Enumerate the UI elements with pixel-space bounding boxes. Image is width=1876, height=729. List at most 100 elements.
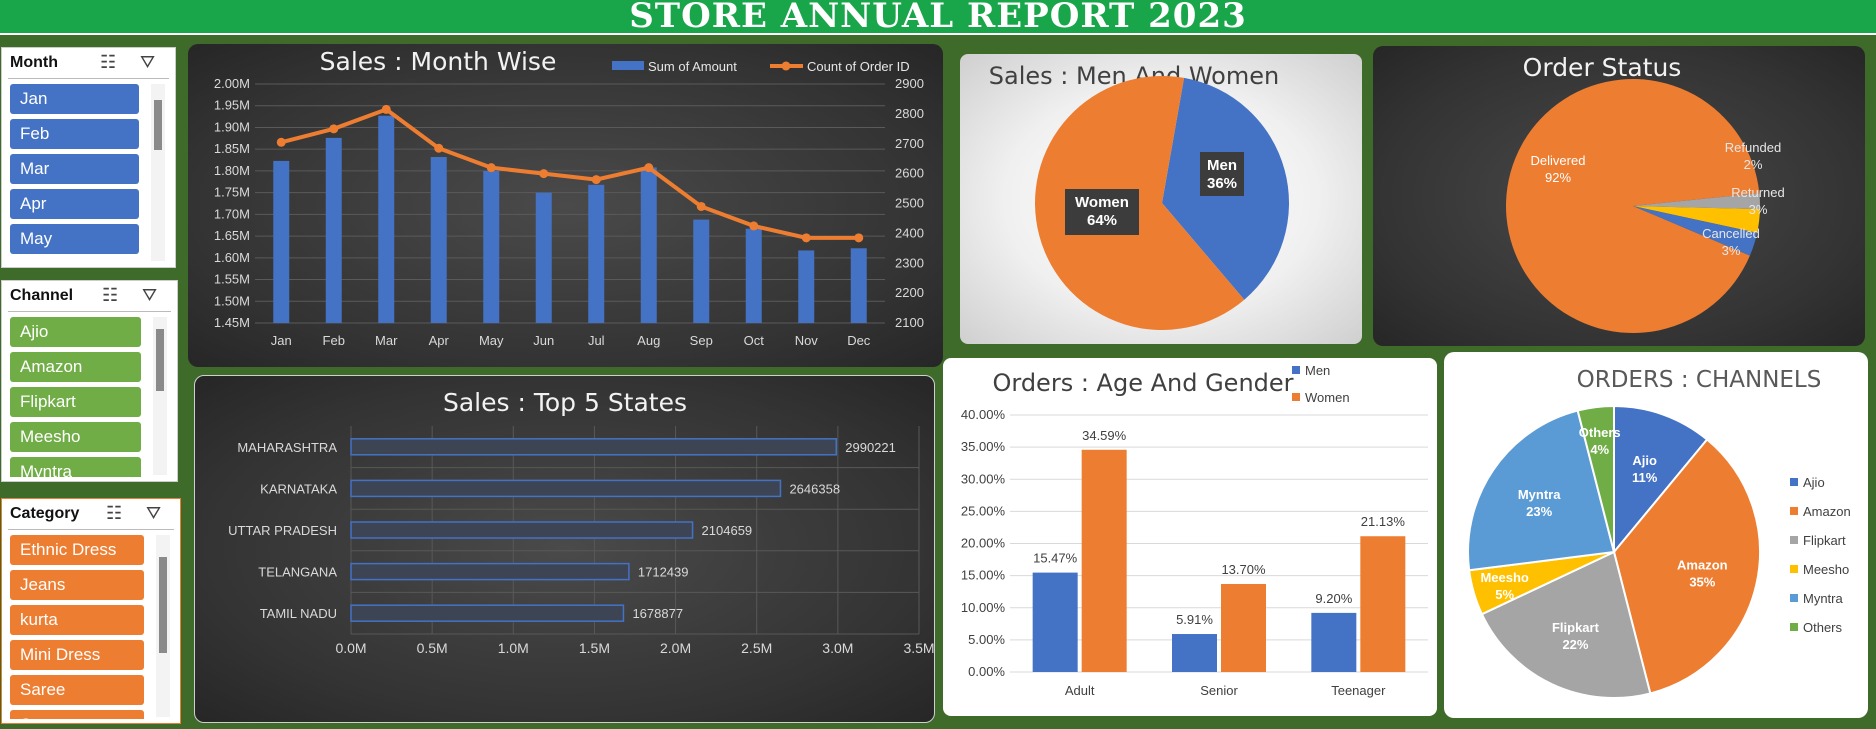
- scroll-thumb[interactable]: [159, 557, 167, 653]
- pie-slice: [1613, 404, 1709, 555]
- bar: [850, 248, 867, 323]
- bar: [350, 562, 630, 581]
- slicer-item[interactable]: Apr: [10, 189, 139, 219]
- y2-tick-label: 2900: [895, 76, 924, 91]
- pie-slice: [1480, 550, 1652, 699]
- y-tick-label: 1.55M: [214, 272, 250, 287]
- bar: [798, 250, 815, 323]
- slicer-item[interactable]: May: [10, 224, 139, 254]
- line-point: [801, 233, 811, 243]
- clear-filter-icon[interactable]: ⛛: [142, 285, 158, 305]
- slicer-item[interactable]: Set: [10, 710, 144, 719]
- data-label: 1678877: [632, 606, 683, 621]
- data-label-name: Delivered: [1531, 153, 1586, 168]
- slicer-item[interactable]: Amazon: [10, 352, 141, 382]
- slicer-item[interactable]: Ajio: [10, 317, 141, 347]
- scrollbar[interactable]: [156, 535, 170, 717]
- chart-title: Order Status: [1523, 53, 1682, 82]
- legend-swatch: [1790, 536, 1798, 544]
- multi-select-icon[interactable]: ☷: [102, 285, 119, 305]
- chart-title: Sales : Top 5 States: [443, 388, 687, 417]
- y2-tick-label: 2500: [895, 196, 924, 211]
- x-tick-label: 1.5M: [579, 640, 610, 656]
- data-label-name: Amazon: [1677, 558, 1728, 573]
- states-chart-panel: Sales : Top 5 States 0.0M 0.5M 1.0M 1.5M 2.0M…: [194, 375, 935, 723]
- slicer-item[interactable]: Feb: [10, 119, 139, 149]
- data-label-name: Ajio: [1632, 453, 1657, 468]
- multi-select-icon[interactable]: ☷: [100, 52, 117, 72]
- bar: [1311, 612, 1357, 672]
- channels-chart-panel: ORDERS : CHANNELS Ajio 11% Amazon 35% Flipkar…: [1444, 352, 1868, 718]
- line-point: [539, 169, 549, 179]
- x-tick-label: 1.0M: [498, 640, 529, 656]
- y2-tick-label: 2200: [895, 285, 924, 300]
- bar: [325, 137, 342, 323]
- category-slicer[interactable]: Category ☷ ⛛ Ethnic Dress Jeans kurta Mini …: [1, 498, 181, 724]
- slicer-item[interactable]: Flipkart: [10, 387, 141, 417]
- slicer-item[interactable]: Ethnic Dress: [10, 535, 144, 565]
- slicer-item[interactable]: Myntra: [10, 457, 141, 477]
- data-label: 5.91%: [1176, 612, 1213, 627]
- bar: [693, 219, 710, 323]
- x-tick-label: Nov: [795, 333, 819, 348]
- slicer-list: Ethnic Dress Jeans kurta Mini Dress Saree Set: [10, 535, 144, 719]
- slicer-item[interactable]: kurta: [10, 605, 144, 635]
- scroll-thumb[interactable]: [154, 100, 162, 150]
- scrollbar[interactable]: [153, 317, 167, 475]
- data-label-name: Flipkart: [1552, 620, 1600, 635]
- slicer-item[interactable]: Mar: [10, 154, 139, 184]
- y-tick-label: 1.75M: [214, 185, 250, 200]
- y-tick-label: 1.95M: [214, 98, 250, 113]
- slicer-item[interactable]: Jan: [10, 84, 139, 114]
- month-slicer[interactable]: Month ☷ ⛛ Jan Feb Mar Apr May: [1, 47, 176, 268]
- slicer-divider: [8, 529, 174, 530]
- series-line: [280, 107, 859, 240]
- bar: [350, 604, 625, 622]
- line-point: [644, 163, 654, 173]
- x-tick-label: Adult: [1065, 683, 1095, 698]
- x-tick-label: Aug: [637, 333, 660, 348]
- slicer-item[interactable]: Saree: [10, 675, 144, 705]
- y2-tick-label: 2600: [895, 166, 924, 181]
- y-tick-label: 1.90M: [214, 119, 250, 134]
- data-label-name: Myntra: [1518, 487, 1561, 502]
- multi-select-icon[interactable]: ☷: [106, 503, 123, 523]
- bar: [1221, 583, 1266, 672]
- pie-slice: [1506, 78, 1760, 333]
- x-tick-label: Oct: [744, 333, 765, 348]
- bar: [430, 157, 447, 323]
- data-label-name: Refunded: [1725, 140, 1781, 155]
- data-label: 34.59%: [1082, 428, 1127, 443]
- slicer-item[interactable]: Jeans: [10, 570, 144, 600]
- y2-tick-label: 2300: [895, 255, 924, 270]
- month-chart: Sales : Month Wise 2.00M 1.95M 1.90M 1.85M 1.…: [214, 47, 924, 348]
- data-label: 21.13%: [1361, 514, 1406, 529]
- data-label-value: 11%: [1632, 470, 1658, 485]
- line-point: [486, 163, 496, 173]
- y-tick-label: 25.00%: [961, 503, 1006, 518]
- status-chart-panel: Order Status Delivered 92% Refunded 2% Return…: [1373, 46, 1865, 346]
- legend-swatch: [1790, 478, 1798, 486]
- data-label-value: 35%: [1689, 575, 1715, 590]
- bar: [378, 115, 395, 323]
- gender-chart-panel: Sales : Men And Women Men 36% Women 64%: [960, 54, 1362, 344]
- pie-slice: [1576, 404, 1615, 553]
- y-tick-label: 5.00%: [968, 632, 1005, 647]
- x-tick-label: 3.0M: [822, 640, 853, 656]
- clear-filter-icon[interactable]: ⛛: [146, 503, 162, 523]
- scroll-thumb[interactable]: [156, 329, 164, 391]
- slicer-item[interactable]: Meesho: [10, 422, 141, 452]
- clear-filter-icon[interactable]: ⛛: [140, 52, 156, 72]
- data-label: 15.47%: [1033, 551, 1078, 566]
- scrollbar[interactable]: [151, 84, 165, 261]
- bar: [1081, 449, 1127, 672]
- legend-label: Ajio: [1803, 475, 1825, 490]
- slicer-item[interactable]: Mini Dress: [10, 640, 144, 670]
- y-tick-label: 1.85M: [214, 141, 250, 156]
- channel-slicer[interactable]: Channel ☷ ⛛ Ajio Amazon Flipkart Meesho Mynt…: [1, 280, 178, 482]
- line-point: [854, 233, 864, 243]
- data-label-value: 22%: [1562, 637, 1588, 652]
- y-tick-label: TELANGANA: [258, 565, 337, 580]
- data-label-value: 2%: [1744, 157, 1763, 172]
